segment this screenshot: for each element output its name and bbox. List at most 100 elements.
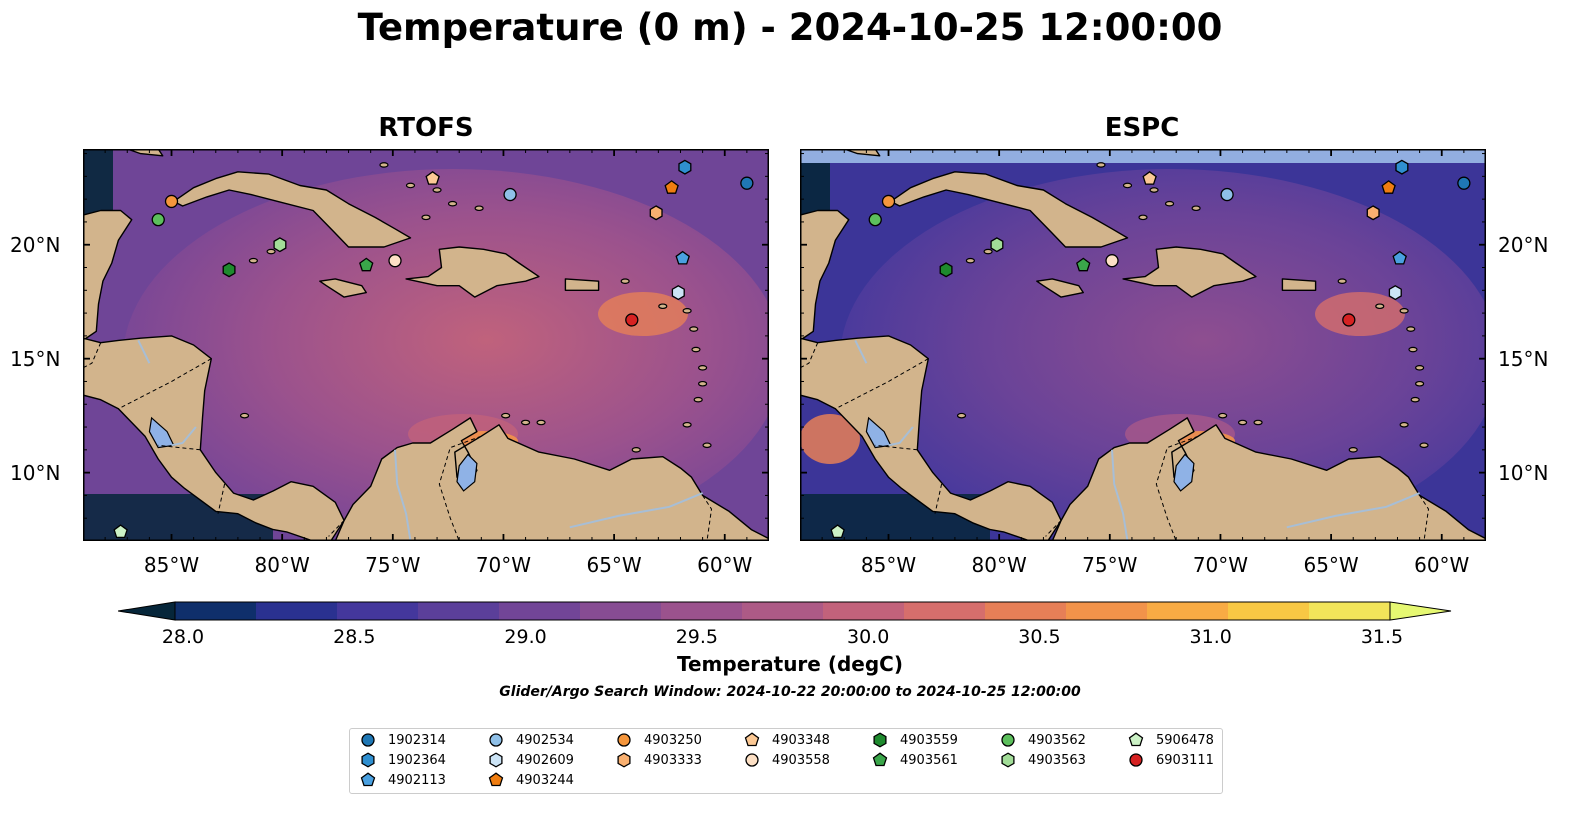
legend-marker xyxy=(745,753,759,767)
land-hispaniola xyxy=(1122,246,1257,298)
legend-marker xyxy=(617,752,631,768)
country-border xyxy=(328,520,345,537)
lat-tick-label-left: 15°N xyxy=(10,346,61,371)
small-island xyxy=(1237,419,1248,426)
lon-tick-label: 85°W xyxy=(860,553,917,577)
legend-item: 6903111 xyxy=(1128,751,1214,769)
hexagon-marker-icon xyxy=(361,752,375,768)
map-frame xyxy=(800,149,1486,541)
float-marker-4902113 xyxy=(1392,250,1407,265)
legend-marker xyxy=(617,733,631,747)
circle-marker-icon xyxy=(1001,733,1015,747)
float-marker-4903348 xyxy=(425,170,440,185)
search-window-caption: Glider/Argo Search Window: 2024-10-22 20… xyxy=(499,684,1081,700)
circle-marker-icon xyxy=(489,733,503,747)
legend-marker xyxy=(744,732,760,747)
land-central xyxy=(83,335,345,541)
ocean-warm-region xyxy=(840,169,1486,541)
map-panel-espc[interactable] xyxy=(800,149,1486,541)
small-island xyxy=(1399,308,1409,314)
float-marker-4903333 xyxy=(1366,205,1380,221)
float-marker-4903558 xyxy=(388,254,402,268)
country-border xyxy=(875,444,918,451)
float-marker-4903244 xyxy=(1381,180,1396,194)
lon-tick-label: 75°W xyxy=(1082,553,1138,577)
colorbar-tick-label: 31.0 xyxy=(1189,626,1232,648)
colorbar-label: Temperature (degC) xyxy=(677,652,903,676)
colorbar-segment xyxy=(1228,602,1310,620)
legend-label: 4903561 xyxy=(900,752,958,768)
lon-tick-label: 70°W xyxy=(1192,553,1249,577)
small-island xyxy=(1218,412,1228,419)
colorbar xyxy=(118,601,1452,621)
float-marker-4903561 xyxy=(1076,257,1091,272)
small-island xyxy=(1149,187,1159,193)
small-island xyxy=(248,257,258,264)
country-border xyxy=(118,358,212,410)
colorbar-tick-label: 28.5 xyxy=(333,626,376,648)
land-puertorico xyxy=(1281,278,1317,292)
lon-tick-label: 65°W xyxy=(586,553,642,577)
panel-title-rtofs: RTOFS xyxy=(378,113,474,143)
legend-marker xyxy=(1129,753,1143,767)
small-island xyxy=(379,162,389,168)
small-island xyxy=(474,205,484,212)
colorbar-tick-label: 31.5 xyxy=(1360,626,1404,648)
float-marker-5906478 xyxy=(113,524,128,539)
river xyxy=(394,449,412,541)
colorbar-segment xyxy=(499,602,581,620)
land-cuba xyxy=(172,171,412,248)
land-jamaica xyxy=(319,278,367,298)
float-marker-4903561 xyxy=(359,257,374,272)
small-island xyxy=(1406,326,1416,332)
legend-item: 4903250 xyxy=(616,731,702,749)
small-island xyxy=(702,442,712,449)
small-island xyxy=(691,346,701,353)
legend-label: 4903250 xyxy=(644,732,702,748)
small-island xyxy=(658,303,668,310)
float-marker-4903562 xyxy=(151,213,165,227)
colorbar-segment xyxy=(337,602,419,620)
pentagon-marker-icon xyxy=(488,772,504,787)
colorbar-segment xyxy=(661,602,743,620)
legend-item: 4903244 xyxy=(488,771,574,789)
map-panel-rtofs[interactable] xyxy=(83,149,769,541)
legend-label: 6903111 xyxy=(1156,752,1214,768)
hexagon-marker-icon xyxy=(617,752,631,768)
legend-item: 5906478 xyxy=(1128,731,1214,749)
legend-item: 4903561 xyxy=(872,751,958,769)
country-border xyxy=(83,342,102,369)
legend-label: 4903244 xyxy=(516,772,574,788)
legend-label: 4903559 xyxy=(900,732,958,748)
small-island xyxy=(405,182,416,189)
legend-marker xyxy=(1001,733,1015,747)
small-island xyxy=(956,412,967,419)
lake-nicaragua xyxy=(865,416,892,449)
legend-marker xyxy=(489,733,503,747)
pentagon-marker-icon xyxy=(872,752,888,767)
float-marker-4903563 xyxy=(273,237,287,253)
legend-item: 4903348 xyxy=(744,731,830,749)
land-mexico xyxy=(800,149,850,342)
colorbar-tick-label: 29.0 xyxy=(504,626,547,648)
legend-label: 4903562 xyxy=(1028,732,1086,748)
float-marker-4903558 xyxy=(1105,254,1119,268)
country-border xyxy=(1419,495,1430,541)
land-isla xyxy=(126,149,164,157)
figure-title: Temperature (0 m) - 2024-10-25 12:00:00 xyxy=(357,6,1223,49)
small-island xyxy=(1337,278,1347,284)
lon-tick-label: 70°W xyxy=(475,553,532,577)
lake-maracaibo xyxy=(1173,453,1195,492)
land-southam xyxy=(1051,417,1486,541)
land-central xyxy=(800,335,1062,541)
legend-item: 1902364 xyxy=(360,751,446,769)
colorbar-tick-label: 30.0 xyxy=(846,626,890,648)
small-island xyxy=(682,308,692,314)
lat-tick-label-left: 10°N xyxy=(10,460,61,485)
float-marker-6903111 xyxy=(625,313,639,327)
small-island xyxy=(1164,200,1175,207)
lake-maracaibo xyxy=(456,453,478,492)
small-island xyxy=(1138,214,1148,221)
warm-eddy xyxy=(800,414,860,464)
small-island xyxy=(501,412,511,419)
